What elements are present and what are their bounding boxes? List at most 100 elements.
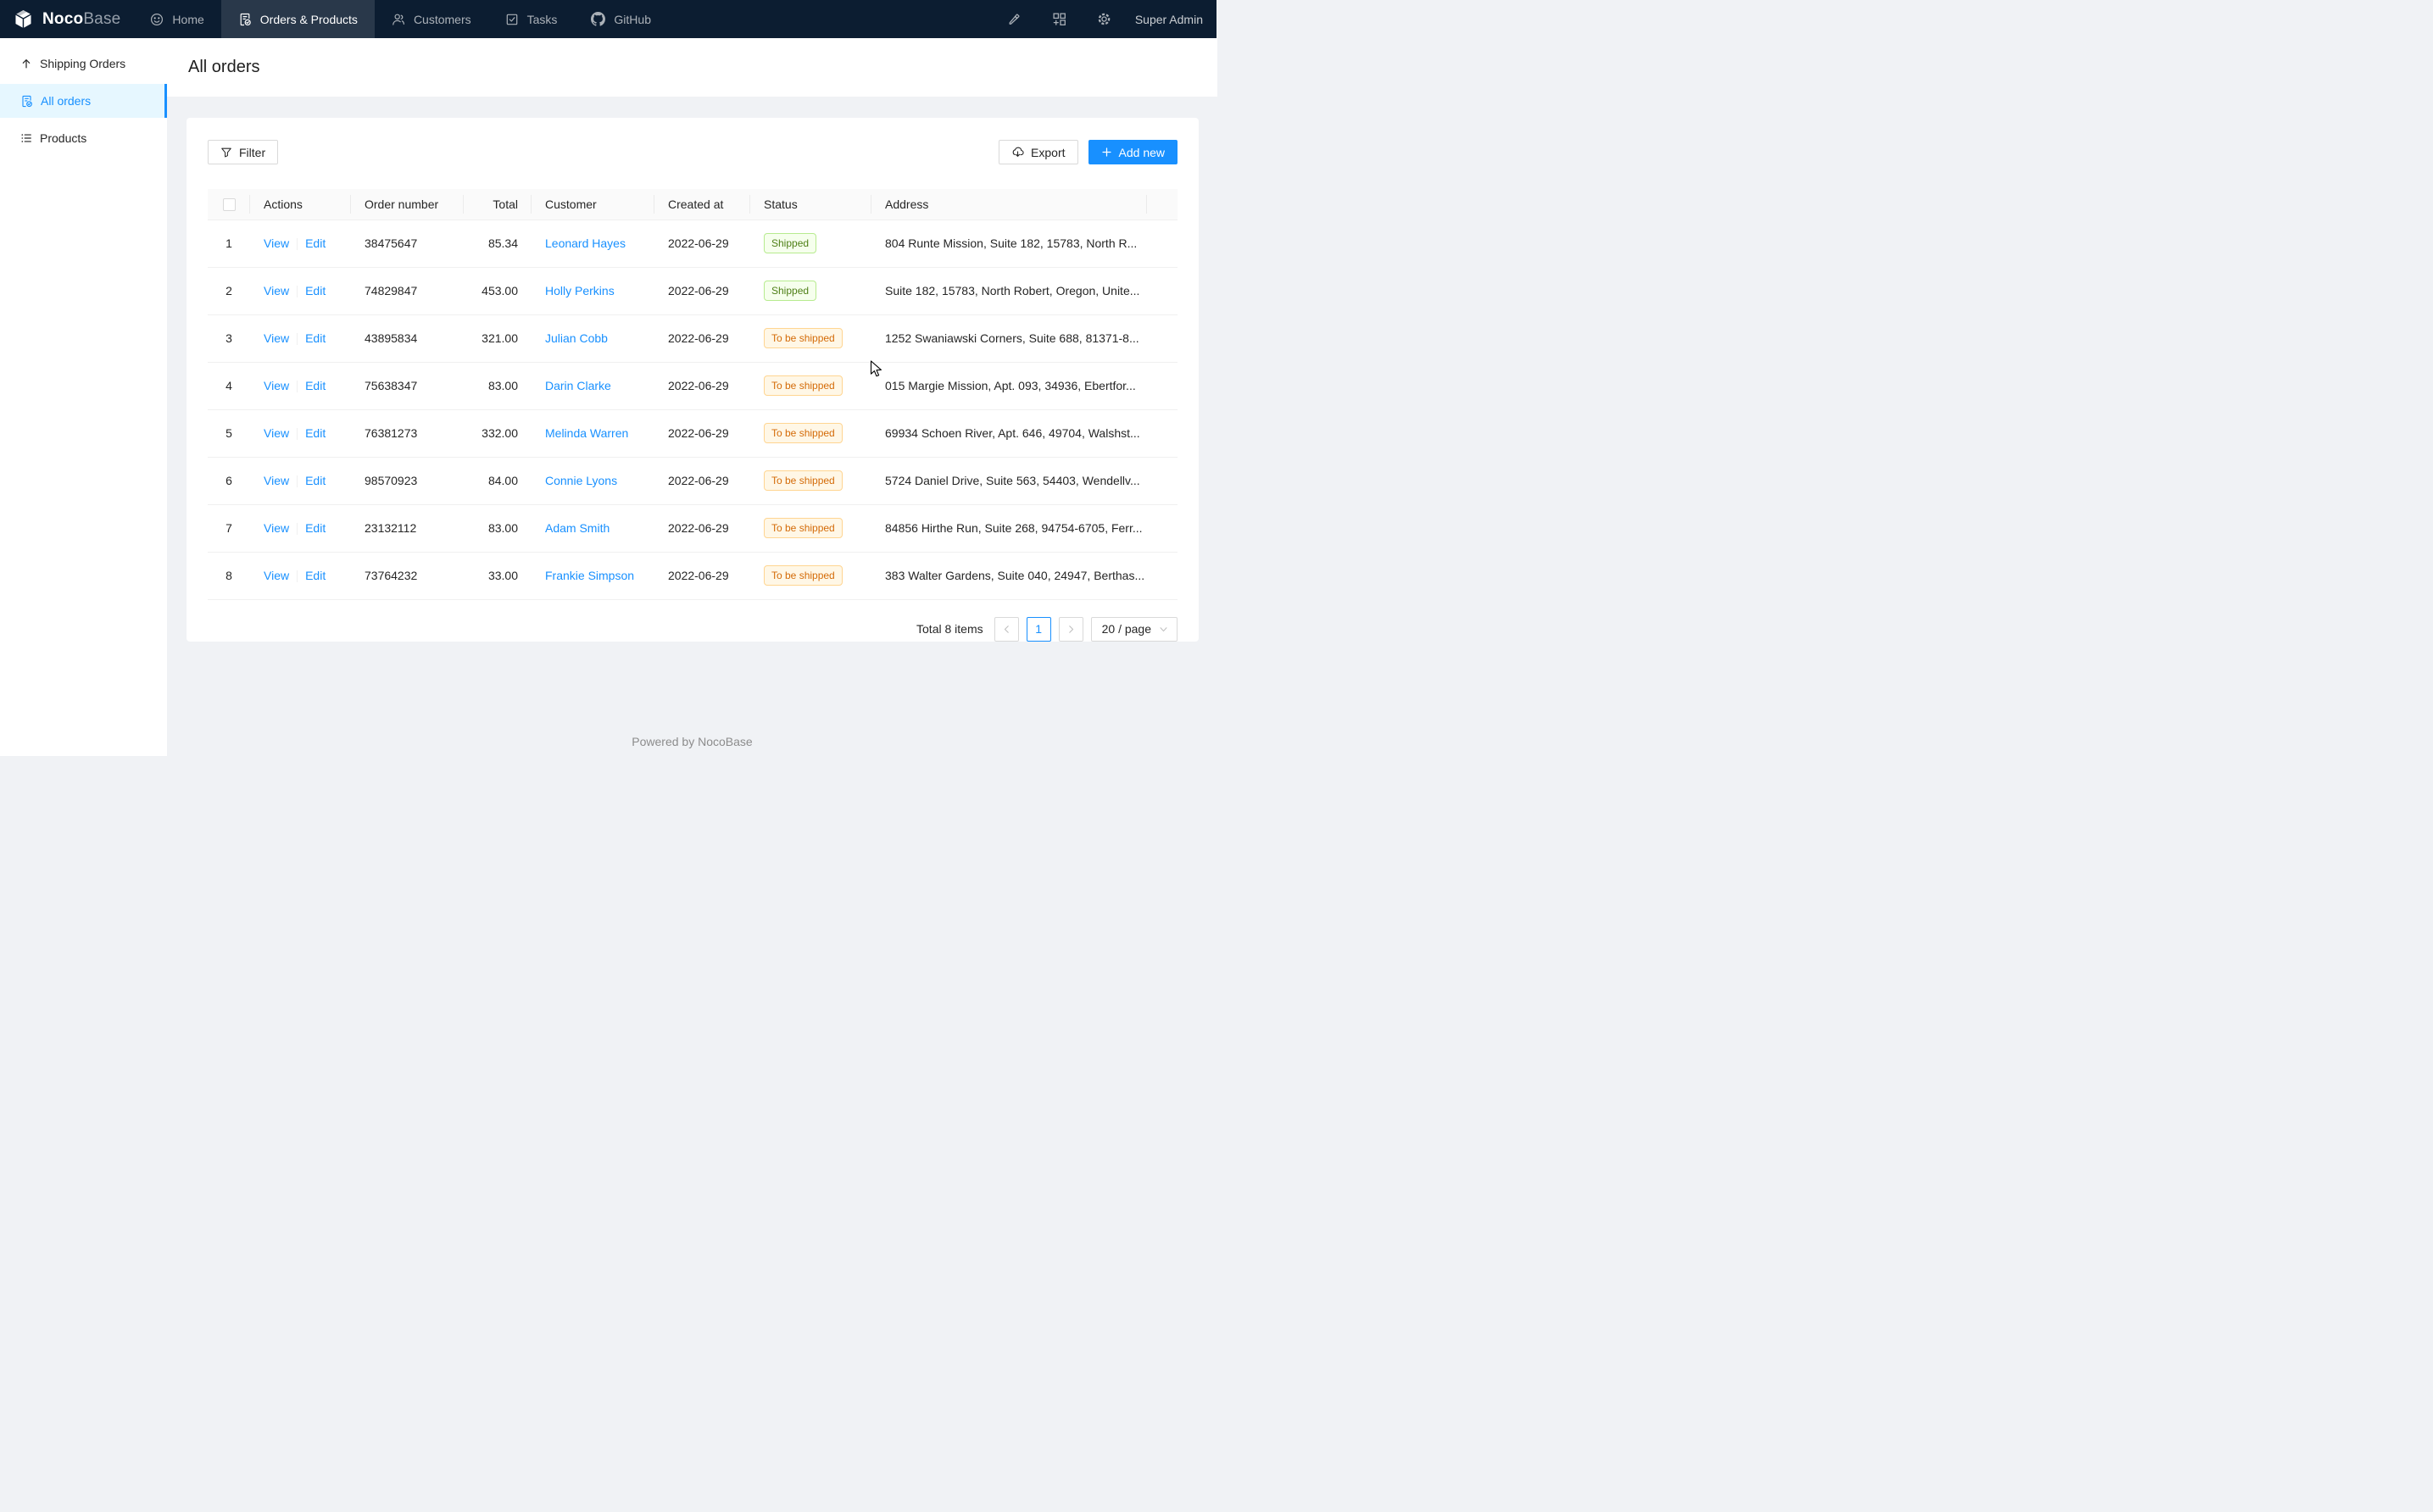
row-index: 3 bbox=[208, 314, 250, 363]
blocks-add-icon[interactable] bbox=[1037, 0, 1082, 38]
row-filler bbox=[1147, 220, 1178, 268]
customer-link[interactable]: Frankie Simpson bbox=[545, 569, 635, 582]
row-actions: View Edit bbox=[250, 552, 351, 600]
row-customer: Connie Lyons bbox=[532, 457, 654, 505]
nav-item-orders-products[interactable]: Orders & Products bbox=[220, 0, 375, 38]
customer-link[interactable]: Darin Clarke bbox=[545, 379, 611, 392]
nocobase-logo[interactable]: NocoBase bbox=[0, 0, 120, 38]
row-order-number: 74829847 bbox=[351, 267, 464, 315]
gear-icon[interactable] bbox=[1082, 0, 1127, 38]
sidebar-item-products[interactable]: Products bbox=[0, 121, 167, 155]
edit-link[interactable]: Edit bbox=[305, 236, 326, 250]
row-total: 84.00 bbox=[464, 457, 532, 505]
row-created-at: 2022-06-29 bbox=[654, 220, 750, 268]
status-badge: To be shipped bbox=[764, 328, 843, 348]
column-status: Status bbox=[750, 189, 871, 220]
user-menu[interactable]: Super Admin bbox=[1134, 12, 1203, 26]
row-total: 83.00 bbox=[464, 362, 532, 410]
row-address: Suite 182, 15783, North Robert, Oregon, … bbox=[871, 267, 1147, 315]
view-link[interactable]: View bbox=[264, 283, 290, 297]
edit-link[interactable]: Edit bbox=[305, 473, 326, 487]
edit-link[interactable]: Edit bbox=[305, 568, 326, 582]
github-icon bbox=[591, 12, 606, 26]
customer-link[interactable]: Connie Lyons bbox=[545, 474, 618, 487]
view-link[interactable]: View bbox=[264, 236, 290, 250]
column-order-number: Order number bbox=[351, 189, 464, 220]
sidebar-item-shipping-orders[interactable]: Shipping Orders bbox=[0, 47, 167, 81]
column-filler bbox=[1147, 189, 1178, 220]
sidebar-item-all-orders[interactable]: All orders bbox=[0, 84, 167, 118]
view-link[interactable]: View bbox=[264, 425, 290, 440]
row-order-number: 38475647 bbox=[351, 220, 464, 268]
nav-item-github[interactable]: GitHub bbox=[574, 0, 668, 38]
highlighter-icon[interactable] bbox=[992, 0, 1037, 38]
row-order-number: 98570923 bbox=[351, 457, 464, 505]
customer-link[interactable]: Melinda Warren bbox=[545, 426, 629, 440]
add-new-button[interactable]: Add new bbox=[1088, 140, 1178, 164]
status-badge: To be shipped bbox=[764, 423, 843, 443]
view-link[interactable]: View bbox=[264, 378, 290, 392]
edit-link[interactable]: Edit bbox=[305, 331, 326, 345]
row-customer: Holly Perkins bbox=[532, 267, 654, 315]
row-actions: View Edit bbox=[250, 457, 351, 505]
row-actions: View Edit bbox=[250, 504, 351, 553]
select-all-checkbox[interactable] bbox=[222, 198, 236, 212]
prev-page-button[interactable] bbox=[994, 616, 1019, 642]
sidebar: Shipping Orders All orders bbox=[0, 38, 167, 756]
row-status: To be shipped bbox=[750, 552, 871, 600]
filter-button[interactable]: Filter bbox=[208, 140, 279, 164]
row-index: 8 bbox=[208, 552, 250, 600]
customer-link[interactable]: Julian Cobb bbox=[545, 331, 608, 345]
nav-item-customers[interactable]: Customers bbox=[375, 0, 488, 38]
nav-item-home[interactable]: Home bbox=[133, 0, 220, 38]
row-customer: Julian Cobb bbox=[532, 314, 654, 363]
nav-menu: Home Orders & Products Cust bbox=[133, 0, 668, 38]
view-link[interactable]: View bbox=[264, 568, 290, 582]
status-badge: Shipped bbox=[764, 281, 817, 301]
nav-item-label: Customers bbox=[413, 12, 471, 26]
page-size-value: 20 / page bbox=[1101, 622, 1151, 636]
row-index: 1 bbox=[208, 220, 250, 268]
nav-item-tasks[interactable]: Tasks bbox=[488, 0, 575, 38]
edit-link[interactable]: Edit bbox=[305, 425, 326, 440]
edit-link[interactable]: Edit bbox=[305, 378, 326, 392]
nocobase-cube-icon bbox=[12, 8, 35, 31]
plus-icon bbox=[1101, 147, 1112, 158]
nav-item-label: GitHub bbox=[614, 12, 651, 26]
view-link[interactable]: View bbox=[264, 520, 290, 535]
page-1-button[interactable]: 1 bbox=[1026, 616, 1051, 642]
top-navbar: NocoBase Home bbox=[0, 0, 1216, 38]
row-actions: View Edit bbox=[250, 362, 351, 410]
row-address: 1252 Swaniawski Corners, Suite 688, 8137… bbox=[871, 314, 1147, 363]
customer-link[interactable]: Leonard Hayes bbox=[545, 236, 626, 250]
orders-table-body: 1 View Edit 38475647 85.34 Leonard Hayes … bbox=[208, 220, 1178, 600]
page-size-select[interactable]: 20 / page bbox=[1090, 616, 1178, 642]
edit-link[interactable]: Edit bbox=[305, 520, 326, 535]
status-badge: To be shipped bbox=[764, 470, 843, 491]
row-index: 7 bbox=[208, 504, 250, 553]
export-button[interactable]: Export bbox=[999, 140, 1078, 164]
column-address: Address bbox=[871, 189, 1147, 220]
row-order-number: 76381273 bbox=[351, 409, 464, 458]
status-badge: Shipped bbox=[764, 233, 817, 253]
edit-link[interactable]: Edit bbox=[305, 283, 326, 297]
pagination-total: Total 8 items bbox=[916, 622, 983, 636]
row-address: 69934 Schoen River, Apt. 646, 49704, Wal… bbox=[871, 409, 1147, 458]
row-created-at: 2022-06-29 bbox=[654, 457, 750, 505]
row-index: 6 bbox=[208, 457, 250, 505]
row-actions: View Edit bbox=[250, 220, 351, 268]
action-divider bbox=[297, 381, 298, 393]
next-page-button[interactable] bbox=[1058, 616, 1083, 642]
customer-link[interactable]: Adam Smith bbox=[545, 521, 610, 535]
nav-item-label: Orders & Products bbox=[259, 12, 358, 26]
row-created-at: 2022-06-29 bbox=[654, 504, 750, 553]
table-header-row: Actions Order number Total Customer Crea… bbox=[208, 189, 1178, 220]
action-divider bbox=[297, 238, 298, 251]
row-total: 85.34 bbox=[464, 220, 532, 268]
view-link[interactable]: View bbox=[264, 473, 290, 487]
customer-link[interactable]: Holly Perkins bbox=[545, 284, 615, 297]
status-badge: To be shipped bbox=[764, 375, 843, 396]
row-order-number: 43895834 bbox=[351, 314, 464, 363]
view-link[interactable]: View bbox=[264, 331, 290, 345]
row-customer: Melinda Warren bbox=[532, 409, 654, 458]
